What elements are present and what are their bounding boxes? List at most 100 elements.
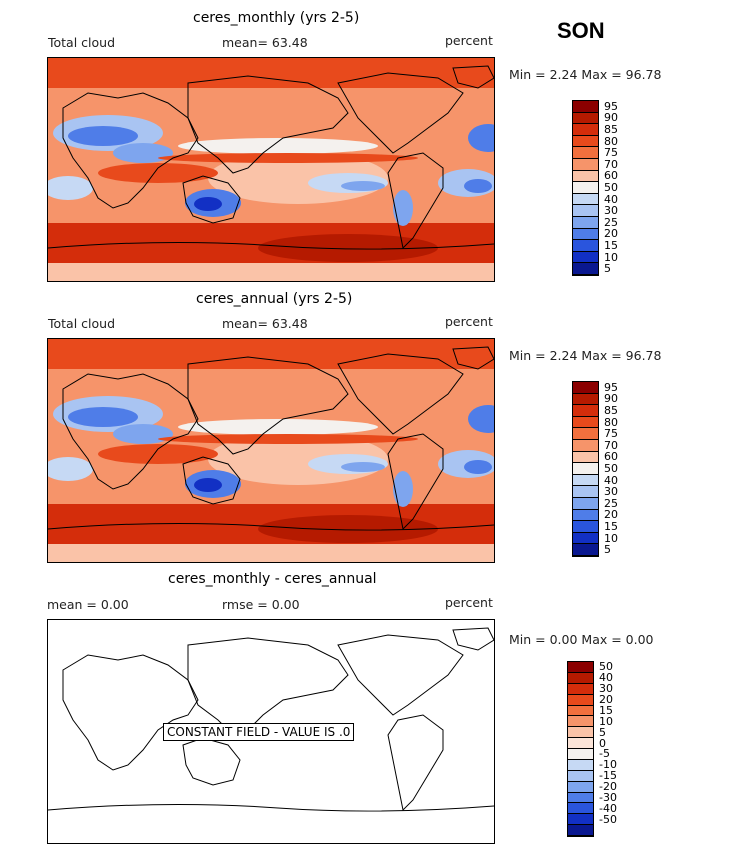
- colorbar-tick-label: 60: [604, 169, 618, 183]
- panel2-map: [47, 338, 495, 563]
- colorbar-tick-label: -50: [599, 812, 617, 826]
- colorbar-swatch: [568, 814, 593, 826]
- colorbar-tick-label: 25: [604, 496, 618, 510]
- colorbar-tick-label: 85: [604, 123, 618, 136]
- colorbar-swatch: [573, 440, 598, 452]
- colorbar-swatch: [568, 716, 593, 728]
- colorbar-swatch: [573, 240, 598, 252]
- colorbar-swatch: [573, 217, 598, 229]
- panel3-title: ceres_monthly - ceres_annual: [168, 571, 377, 587]
- colorbar-tick-label: 75: [604, 427, 618, 441]
- colorbar-swatch: [573, 228, 598, 241]
- colorbar-swatch: [573, 463, 598, 475]
- colorbar-swatch: [573, 251, 598, 264]
- colorbar-tick-label: 70: [604, 157, 618, 171]
- colorbar-swatch: [568, 759, 593, 771]
- colorbar-tick-label: 70: [604, 438, 618, 452]
- panel2-mean: mean= 63.48: [222, 316, 308, 331]
- panel2-variable: Total cloud: [48, 316, 116, 331]
- panel1-map: [47, 57, 495, 282]
- colorbar-swatch: [573, 135, 598, 148]
- colorbar-swatch: [568, 749, 593, 760]
- colorbar-tick-label: 20: [599, 693, 613, 707]
- colorbar-tick-label: 15: [599, 703, 613, 717]
- colorbar-swatch: [573, 147, 598, 159]
- colorbar-tick-label: 80: [604, 415, 618, 429]
- constant-field-banner: CONSTANT FIELD - VALUE IS .0: [163, 723, 355, 741]
- colorbar-tick-label: 15: [604, 239, 618, 252]
- colorbar-tick-label: -40: [599, 801, 617, 815]
- colorbar-tick-label: 25: [604, 215, 618, 229]
- colorbar-swatch: [573, 393, 598, 406]
- panel1-colorbar: 95 90 85 80 75 70 60 50 40 30 25 20 15 10 5: [572, 100, 618, 276]
- colorbar-tick-label: 50: [604, 462, 618, 475]
- colorbar-tick-label: 10: [604, 250, 618, 264]
- colorbar-swatch: [568, 770, 593, 782]
- colorbar-tick-label: -5: [599, 747, 610, 761]
- colorbar-swatch: [568, 672, 593, 684]
- panel1-mean: mean= 63.48: [222, 35, 308, 50]
- colorbar-tick-label: 85: [604, 404, 618, 417]
- colorbar-swatch: [568, 738, 593, 749]
- panel2-cloud-field: [48, 339, 494, 562]
- colorbar-swatch: [573, 124, 598, 136]
- colorbar-swatch: [573, 405, 598, 417]
- panel3-rmse: rmse = 0.00: [222, 597, 300, 612]
- panel2-minmax: Min = 2.24 Max = 96.78: [509, 348, 662, 363]
- colorbar-swatch: [568, 803, 593, 815]
- colorbar-tick-label: 40: [604, 473, 618, 487]
- colorbar-swatch: [568, 694, 593, 706]
- colorbar-swatch: [573, 263, 598, 275]
- colorbar-tick-label: 75: [604, 146, 618, 160]
- colorbar-swatch: [573, 193, 598, 206]
- colorbar-swatch: [573, 509, 598, 522]
- panel3-colorbar: 50 40 30 20 15 10 5 0 -5 -10 -15 -20 -30 -40 -50: [567, 660, 617, 837]
- colorbar-tick-label: 5: [604, 262, 611, 276]
- panel2-units: percent: [445, 314, 493, 329]
- colorbar-swatch: [573, 521, 598, 533]
- colorbar-swatch: [573, 416, 598, 429]
- panel1-units: percent: [445, 33, 493, 48]
- colorbar-swatch: [573, 532, 598, 545]
- panel3-units: percent: [445, 595, 493, 610]
- colorbar-tick-label: -10: [599, 758, 617, 772]
- colorbar-tick-label: 40: [604, 192, 618, 206]
- colorbar-swatch: [568, 727, 593, 739]
- panel1-variable: Total cloud: [48, 35, 116, 50]
- panel1-title: ceres_monthly (yrs 2-5): [193, 10, 360, 26]
- colorbar-tick-label: -30: [599, 790, 617, 804]
- panel2-title: ceres_annual (yrs 2-5): [196, 291, 353, 307]
- colorbar-tick-label: -15: [599, 769, 617, 783]
- colorbar-tick-label: 30: [599, 682, 613, 696]
- colorbar-tick-label: 10: [604, 531, 618, 545]
- colorbar-tick-label: 30: [604, 204, 618, 218]
- colorbar-swatch: [573, 205, 598, 217]
- colorbar-tick-label: 90: [604, 392, 618, 406]
- colorbar-tick-label: 20: [604, 227, 618, 241]
- colorbar-swatch: [568, 662, 593, 673]
- colorbar-tick-label: 0: [599, 736, 606, 750]
- colorbar-tick-label: 50: [604, 181, 618, 194]
- colorbar-swatch: [568, 705, 593, 717]
- colorbar-swatch: [573, 474, 598, 487]
- colorbar-swatch: [568, 781, 593, 793]
- colorbar-tick-label: -20: [599, 780, 617, 794]
- colorbar-swatch: [568, 683, 593, 695]
- colorbar-tick-label: 95: [604, 99, 618, 113]
- colorbar-tick-label: 40: [599, 671, 613, 685]
- colorbar-swatch: [573, 382, 598, 394]
- colorbar-swatch: [573, 544, 598, 556]
- panel1-cloud-field: [48, 58, 494, 281]
- colorbar-swatch: [573, 182, 598, 194]
- colorbar-tick-label: 95: [604, 380, 618, 394]
- colorbar-tick-label: 90: [604, 111, 618, 125]
- panel3-mean: mean = 0.00: [47, 597, 129, 612]
- colorbar-swatch: [573, 428, 598, 440]
- season-label: SON: [557, 18, 605, 43]
- panel1-minmax: Min = 2.24 Max = 96.78: [509, 67, 662, 82]
- colorbar-tick-label: 5: [599, 725, 606, 739]
- colorbar-swatch: [573, 170, 598, 183]
- panel3-minmax: Min = 0.00 Max = 0.00: [509, 632, 654, 647]
- colorbar-tick-label: 10: [599, 714, 613, 728]
- colorbar-tick-label: 5: [604, 543, 611, 557]
